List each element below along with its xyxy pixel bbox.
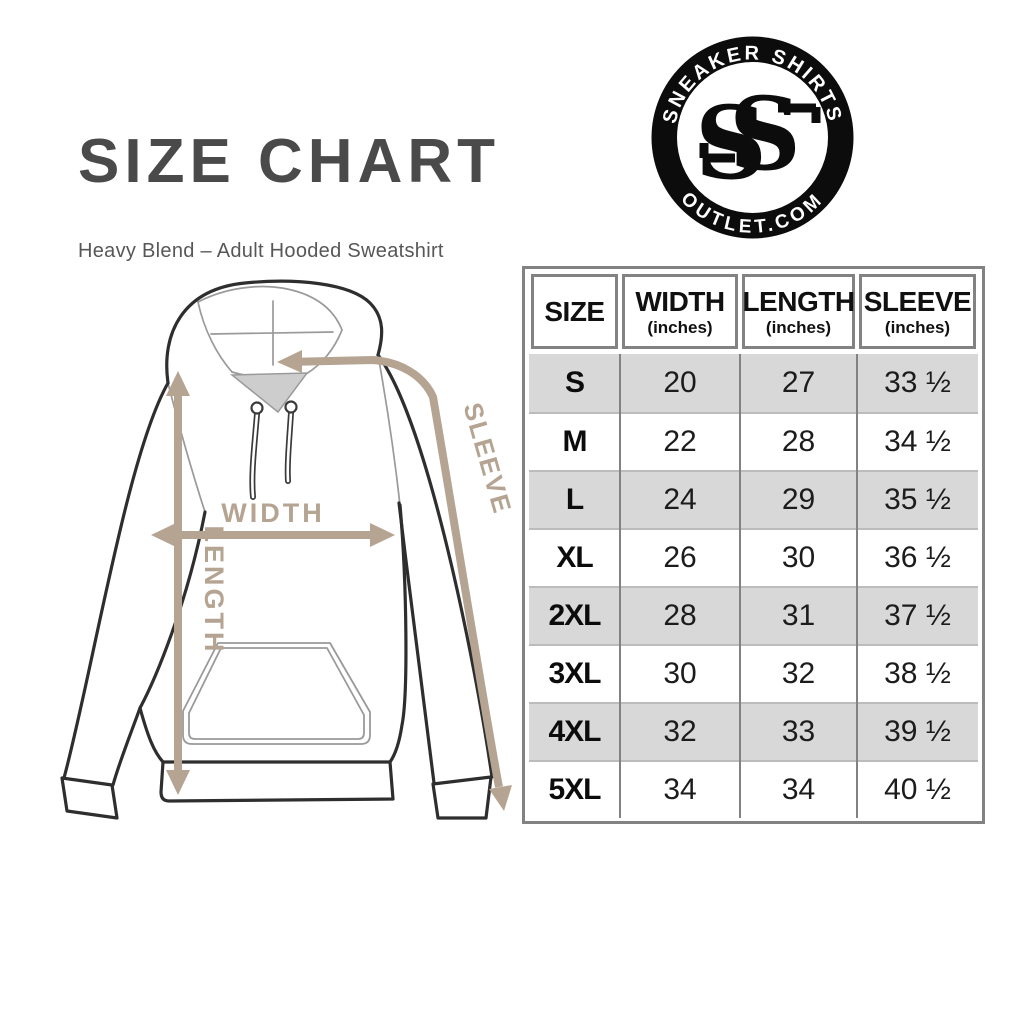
width-label: WIDTH xyxy=(221,498,324,528)
drawstrings xyxy=(249,400,298,500)
size-table: SIZE WIDTH (inches) LENGTH (inches) SLEE… xyxy=(522,266,985,824)
column-header-width: WIDTH (inches) xyxy=(622,274,738,349)
table-row-3xl: 3XL 30 32 38 ½ xyxy=(529,644,978,702)
table-row-l: L 24 29 35 ½ xyxy=(529,470,978,528)
size-table-body: S 20 27 33 ½ M 22 28 34 ½ L 24 29 35 ½ X… xyxy=(529,354,978,818)
table-row-m: M 22 28 34 ½ xyxy=(529,412,978,470)
hoodie-outline xyxy=(60,279,494,820)
logo-monogram-s-right: S xyxy=(729,75,801,193)
sleeve-arrow xyxy=(277,350,512,811)
table-row-s: S 20 27 33 ½ xyxy=(529,354,978,412)
column-header-size: SIZE xyxy=(531,274,618,349)
width-arrow xyxy=(151,523,395,547)
hood-neck-triangle xyxy=(229,372,309,414)
table-divider xyxy=(856,354,858,818)
kangaroo-pocket xyxy=(182,642,371,745)
sleeve-label: SLEEVE xyxy=(457,399,517,517)
table-divider xyxy=(739,354,741,818)
measurement-arrows: WIDTH LENGTH SLEEVE xyxy=(151,350,518,811)
table-row-xl: XL 26 30 36 ½ xyxy=(529,528,978,586)
column-header-length: LENGTH (inches) xyxy=(742,274,855,349)
table-row-2xl: 2XL 28 31 37 ½ xyxy=(529,586,978,644)
size-table-header: SIZE WIDTH (inches) LENGTH (inches) SLEE… xyxy=(529,273,978,350)
table-divider xyxy=(619,354,621,818)
eyelet-left xyxy=(250,401,264,415)
length-label: LENGTH xyxy=(199,526,229,655)
logo-inner-circle xyxy=(677,62,828,213)
table-row-4xl: 4XL 32 33 39 ½ xyxy=(529,702,978,760)
hoodie-diagram: WIDTH LENGTH SLEEVE xyxy=(60,279,518,820)
length-arrow xyxy=(166,371,190,795)
page-subtitle: Heavy Blend – Adult Hooded Sweatshirt xyxy=(78,240,444,262)
brand-logo: SNEAKER SHIRTS OUTLET.COM S S xyxy=(651,36,854,239)
page-title: SIZE CHART xyxy=(78,127,500,196)
logo-monogram xyxy=(699,103,821,163)
eyelet-right xyxy=(284,400,298,414)
logo-monogram-s-left: S xyxy=(695,84,767,202)
column-header-sleeve: SLEEVE (inches) xyxy=(859,274,976,349)
table-row-5xl: 5XL 34 34 40 ½ xyxy=(529,760,978,818)
